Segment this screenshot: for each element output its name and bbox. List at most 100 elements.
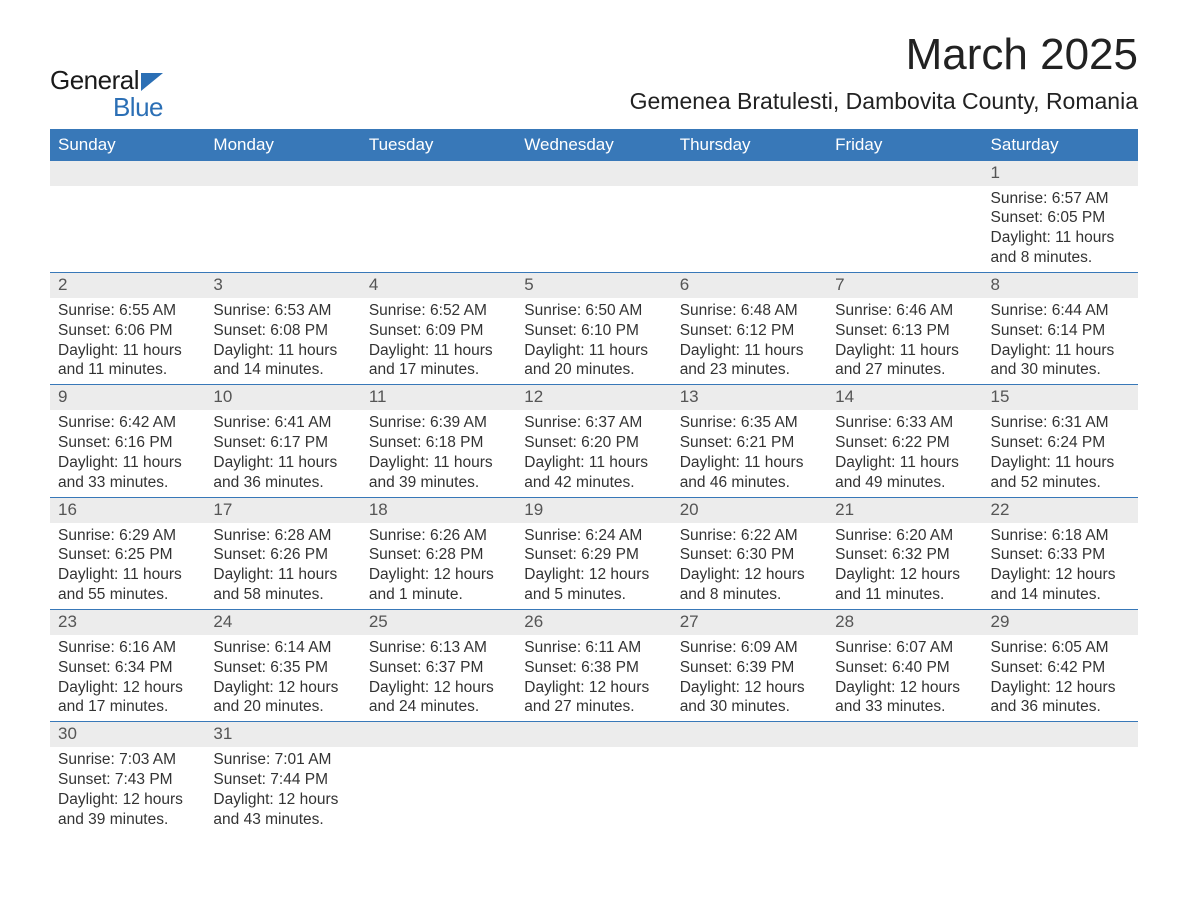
- sunrise-text: Sunrise: 6:48 AM: [680, 301, 819, 321]
- day-cell: 12Sunrise: 6:37 AMSunset: 6:20 PMDayligh…: [516, 385, 671, 496]
- day-cell: 29Sunrise: 6:05 AMSunset: 6:42 PMDayligh…: [983, 610, 1138, 721]
- sunset-text: Sunset: 6:38 PM: [524, 658, 663, 678]
- day-number: 15: [983, 385, 1138, 410]
- sunrise-text: Sunrise: 6:29 AM: [58, 526, 197, 546]
- day-number: 6: [672, 273, 827, 298]
- sunrise-text: Sunrise: 6:11 AM: [524, 638, 663, 658]
- week-row: 16Sunrise: 6:29 AMSunset: 6:25 PMDayligh…: [50, 498, 1138, 610]
- week-row: 9 Sunrise: 6:42 AMSunset: 6:16 PMDaylight…: [50, 385, 1138, 497]
- day-cell: 5 Sunrise: 6:50 AMSunset: 6:10 PMDaylight…: [516, 273, 671, 384]
- day-cell: 28Sunrise: 6:07 AMSunset: 6:40 PMDayligh…: [827, 610, 982, 721]
- day-cell: 26 Sunrise: 6:11 AMSunset: 6:38 PMDayligh…: [516, 610, 671, 721]
- sunset-text: Sunset: 7:43 PM: [58, 770, 197, 790]
- daylight-text: Daylight: 11 hours and 14 minutes.: [213, 341, 352, 381]
- sunset-text: Sunset: 6:35 PM: [213, 658, 352, 678]
- sunset-text: Sunset: 6:12 PM: [680, 321, 819, 341]
- day-content: Sunrise: 6:50 AMSunset: 6:10 PMDaylight:…: [516, 301, 671, 380]
- day-number: [516, 161, 671, 186]
- day-number: 26: [516, 610, 671, 635]
- day-number: 11: [361, 385, 516, 410]
- day-number: 16: [50, 498, 205, 523]
- sunset-text: Sunset: 6:32 PM: [835, 545, 974, 565]
- day-content: Sunrise: 6:33 AMSunset: 6:22 PMDaylight:…: [827, 413, 982, 492]
- day-content: Sunrise: 6:11 AMSunset: 6:38 PMDaylight:…: [516, 638, 671, 717]
- day-content: Sunrise: 6:09 AMSunset: 6:39 PMDaylight:…: [672, 638, 827, 717]
- daylight-text: Daylight: 12 hours and 27 minutes.: [524, 678, 663, 718]
- week-row: 1Sunrise: 6:57 AMSunset: 6:05 PMDaylight…: [50, 161, 1138, 273]
- day-cell: [361, 161, 516, 272]
- day-cell: [361, 722, 516, 833]
- sunrise-text: Sunrise: 6:37 AM: [524, 413, 663, 433]
- daylight-text: Daylight: 12 hours and 1 minute.: [369, 565, 508, 605]
- month-title: March 2025: [630, 30, 1138, 80]
- weekday-header-row: Sunday Monday Tuesday Wednesday Thursday…: [50, 129, 1138, 161]
- day-number: 30: [50, 722, 205, 747]
- sunset-text: Sunset: 7:44 PM: [213, 770, 352, 790]
- day-number: [361, 161, 516, 186]
- day-number: 14: [827, 385, 982, 410]
- sunset-text: Sunset: 6:08 PM: [213, 321, 352, 341]
- day-number: 9: [50, 385, 205, 410]
- day-content: [205, 189, 360, 265]
- weekday-header: Tuesday: [361, 129, 516, 161]
- day-number: [361, 722, 516, 747]
- day-number: [516, 722, 671, 747]
- sunrise-text: Sunrise: 6:09 AM: [680, 638, 819, 658]
- sunrise-text: Sunrise: 6:46 AM: [835, 301, 974, 321]
- daylight-text: Daylight: 12 hours and 11 minutes.: [835, 565, 974, 605]
- day-cell: 4Sunrise: 6:52 AMSunset: 6:09 PMDaylight…: [361, 273, 516, 384]
- day-cell: 23Sunrise: 6:16 AMSunset: 6:34 PMDayligh…: [50, 610, 205, 721]
- day-content: [983, 750, 1138, 826]
- day-number: 1: [983, 161, 1138, 186]
- weekday-header: Sunday: [50, 129, 205, 161]
- day-content: Sunrise: 6:28 AMSunset: 6:26 PMDaylight:…: [205, 526, 360, 605]
- day-content: Sunrise: 6:42 AMSunset: 6:16 PMDaylight:…: [50, 413, 205, 492]
- daylight-text: Daylight: 12 hours and 5 minutes.: [524, 565, 663, 605]
- sunset-text: Sunset: 6:09 PM: [369, 321, 508, 341]
- daylight-text: Daylight: 12 hours and 39 minutes.: [58, 790, 197, 830]
- day-number: 5: [516, 273, 671, 298]
- day-content: Sunrise: 6:13 AMSunset: 6:37 PMDaylight:…: [361, 638, 516, 717]
- day-number: [672, 161, 827, 186]
- day-cell: [50, 161, 205, 272]
- daylight-text: Daylight: 11 hours and 23 minutes.: [680, 341, 819, 381]
- daylight-text: Daylight: 11 hours and 27 minutes.: [835, 341, 974, 381]
- sunset-text: Sunset: 6:21 PM: [680, 433, 819, 453]
- sunrise-text: Sunrise: 6:26 AM: [369, 526, 508, 546]
- day-cell: 19Sunrise: 6:24 AMSunset: 6:29 PMDayligh…: [516, 498, 671, 609]
- day-cell: 31Sunrise: 7:01 AMSunset: 7:44 PMDayligh…: [205, 722, 360, 833]
- daylight-text: Daylight: 12 hours and 20 minutes.: [213, 678, 352, 718]
- sunrise-text: Sunrise: 6:20 AM: [835, 526, 974, 546]
- day-content: [50, 189, 205, 265]
- daylight-text: Daylight: 11 hours and 33 minutes.: [58, 453, 197, 493]
- week-row: 23Sunrise: 6:16 AMSunset: 6:34 PMDayligh…: [50, 610, 1138, 722]
- sunrise-text: Sunrise: 6:44 AM: [991, 301, 1130, 321]
- week-row: 30 Sunrise: 7:03 AMSunset: 7:43 PMDayligh…: [50, 722, 1138, 833]
- sunset-text: Sunset: 6:25 PM: [58, 545, 197, 565]
- day-cell: 22Sunrise: 6:18 AMSunset: 6:33 PMDayligh…: [983, 498, 1138, 609]
- day-cell: 18Sunrise: 6:26 AMSunset: 6:28 PMDayligh…: [361, 498, 516, 609]
- day-number: 13: [672, 385, 827, 410]
- daylight-text: Daylight: 12 hours and 14 minutes.: [991, 565, 1130, 605]
- day-content: Sunrise: 6:05 AMSunset: 6:42 PMDaylight:…: [983, 638, 1138, 717]
- sunset-text: Sunset: 6:40 PM: [835, 658, 974, 678]
- sunset-text: Sunset: 6:37 PM: [369, 658, 508, 678]
- day-cell: 11Sunrise: 6:39 AMSunset: 6:18 PMDayligh…: [361, 385, 516, 496]
- day-content: Sunrise: 6:18 AMSunset: 6:33 PMDaylight:…: [983, 526, 1138, 605]
- week-row: 2Sunrise: 6:55 AMSunset: 6:06 PMDaylight…: [50, 273, 1138, 385]
- sunrise-text: Sunrise: 6:42 AM: [58, 413, 197, 433]
- weekday-header: Saturday: [983, 129, 1138, 161]
- day-number: 19: [516, 498, 671, 523]
- sunrise-text: Sunrise: 6:16 AM: [58, 638, 197, 658]
- sunset-text: Sunset: 6:13 PM: [835, 321, 974, 341]
- sunrise-text: Sunrise: 6:39 AM: [369, 413, 508, 433]
- day-cell: 21Sunrise: 6:20 AMSunset: 6:32 PMDayligh…: [827, 498, 982, 609]
- brand-name: General Blue: [50, 65, 163, 123]
- day-cell: 1Sunrise: 6:57 AMSunset: 6:05 PMDaylight…: [983, 161, 1138, 272]
- sunset-text: Sunset: 6:22 PM: [835, 433, 974, 453]
- daylight-text: Daylight: 11 hours and 11 minutes.: [58, 341, 197, 381]
- sunrise-text: Sunrise: 7:03 AM: [58, 750, 197, 770]
- daylight-text: Daylight: 11 hours and 55 minutes.: [58, 565, 197, 605]
- weekday-header: Thursday: [672, 129, 827, 161]
- day-cell: 13Sunrise: 6:35 AMSunset: 6:21 PMDayligh…: [672, 385, 827, 496]
